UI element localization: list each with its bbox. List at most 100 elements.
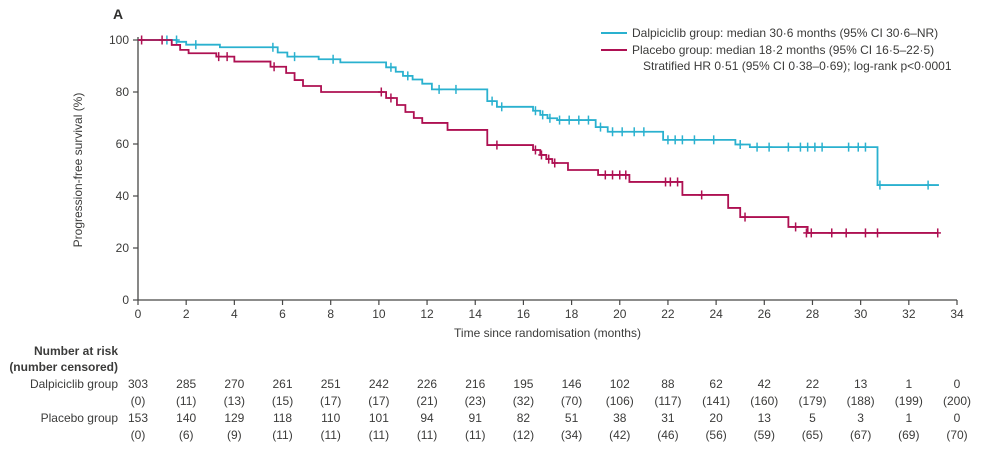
x-axis-title: Time since randomisation (months) <box>454 326 641 340</box>
x-tick-label: 12 <box>420 307 434 321</box>
x-tick-label: 6 <box>279 307 286 321</box>
risk-cell: 195 <box>513 377 534 391</box>
risk-cell: (69) <box>898 428 920 442</box>
risk-cell: (56) <box>705 428 727 442</box>
risk-cell: (59) <box>753 428 775 442</box>
panel-label: A <box>113 6 124 22</box>
risk-cell: 285 <box>176 377 197 391</box>
risk-cell: (67) <box>849 428 872 442</box>
x-tick-label: 24 <box>709 307 723 321</box>
risk-cell: 0 <box>953 377 961 391</box>
risk-row-label-dalpiciclib: Dalpiciclib group <box>29 377 118 391</box>
risk-cell: 129 <box>224 411 245 425</box>
legend-hr-line: Stratified HR 0·51 (95% CI 0·38–0·69); l… <box>643 59 952 73</box>
km-chart-canvas: 0 2 4 6 8 10 12 14 16 18 20 22 24 26 28 30 32 34020406080… <box>71 33 964 340</box>
risk-cell: 5 <box>809 411 816 425</box>
x-tick-label: 2 <box>183 307 190 321</box>
risk-cell: (200) <box>942 394 971 408</box>
risk-cell: (11) <box>320 428 341 442</box>
risk-cell: (11) <box>368 428 390 442</box>
risk-cell: (65) <box>801 428 824 442</box>
y-tick-label: 60 <box>116 137 130 151</box>
x-tick-label: 20 <box>613 307 627 321</box>
risk-cell: 0 <box>953 411 961 425</box>
risk-cell: 270 <box>224 377 245 391</box>
risk-cell: (199) <box>894 394 923 408</box>
y-tick-label: 100 <box>109 33 129 47</box>
risk-cell: 153 <box>127 411 149 425</box>
x-tick-label: 26 <box>758 307 772 321</box>
risk-cell: 1 <box>905 377 913 391</box>
risk-cell: (17) <box>320 394 342 408</box>
y-tick-label: 0 <box>122 293 129 307</box>
risk-cell: (117) <box>654 394 682 408</box>
risk-cell: 91 <box>468 411 482 425</box>
risk-table-header-1: Number at risk <box>33 344 118 358</box>
risk-cell: 146 <box>561 377 582 391</box>
x-tick-label: 32 <box>902 307 916 321</box>
x-tick-label: 22 <box>661 307 675 321</box>
risk-table-header-2: (number censored) <box>9 360 118 374</box>
x-tick-label: 28 <box>806 307 820 321</box>
dalpiciclib-line-swatch <box>601 32 627 35</box>
risk-cell: (70) <box>946 428 968 442</box>
y-tick-label: 20 <box>116 241 130 255</box>
censor-marks-placebo <box>138 35 941 238</box>
risk-cell: 118 <box>272 411 293 425</box>
risk-cell: (34) <box>560 428 583 442</box>
legend-item-dalpiciclib: Dalpiciclib group: median 30·6 months (9… <box>601 25 952 42</box>
legend-placebo-label: Placebo group: median 18·2 months (95% C… <box>632 42 935 57</box>
legend-item-placebo: Placebo group: median 18·2 months (95% C… <box>601 42 952 59</box>
risk-cell: (9) <box>227 428 242 442</box>
risk-cell: 226 <box>417 377 438 391</box>
x-tick-label: 4 <box>231 307 238 321</box>
risk-cell: 3 <box>857 411 864 425</box>
risk-cell: (179) <box>798 394 827 408</box>
risk-cell: (32) <box>512 394 535 408</box>
x-tick-label: 34 <box>950 307 964 321</box>
risk-cell: 88 <box>661 377 675 391</box>
risk-cell: (12) <box>512 428 535 442</box>
risk-cell: 42 <box>757 377 771 391</box>
x-tick-label: 8 <box>327 307 334 321</box>
risk-cell: 102 <box>609 377 630 391</box>
km-curve-placebo <box>138 39 938 234</box>
x-tick-label: 18 <box>565 307 579 321</box>
risk-cell: (11) <box>465 428 486 442</box>
risk-cell: 62 <box>709 377 723 391</box>
x-tick-label: 10 <box>372 307 386 321</box>
legend-dalpiciclib-label: Dalpiciclib group: median 30·6 months (9… <box>632 26 939 40</box>
risk-cell: (15) <box>271 394 294 408</box>
risk-cell: 22 <box>805 377 820 391</box>
risk-cell: (0) <box>130 394 146 408</box>
censor-marks-dalpiciclib <box>163 35 932 190</box>
x-tick-label: 16 <box>517 307 531 321</box>
risk-cell: (160) <box>750 394 779 408</box>
risk-cell: 94 <box>420 411 434 425</box>
risk-cell: (11) <box>416 428 438 442</box>
risk-cell: (188) <box>846 394 875 408</box>
y-tick-label: 40 <box>116 189 130 203</box>
y-tick-label: 80 <box>116 85 130 99</box>
x-tick-label: 14 <box>469 307 483 321</box>
risk-cell: (70) <box>560 394 583 408</box>
risk-cell: 251 <box>320 377 341 391</box>
risk-cell: 13 <box>853 377 868 391</box>
risk-cell: 303 <box>127 377 149 391</box>
risk-cell: (106) <box>605 394 634 408</box>
y-axis-title: Progression-free survival (%) <box>71 93 85 248</box>
risk-cell: (141) <box>702 394 731 408</box>
x-tick-label: 30 <box>854 307 868 321</box>
legend: Dalpiciclib group: median 30·6 months (9… <box>601 25 952 75</box>
risk-cell: (42) <box>609 428 631 442</box>
risk-cell: (6) <box>178 428 194 442</box>
x-tick-label: 0 <box>135 307 142 321</box>
risk-cell: (17) <box>368 394 390 408</box>
risk-cell: (0) <box>130 428 146 442</box>
risk-cell: 110 <box>321 411 341 425</box>
risk-cell: 20 <box>709 411 723 425</box>
placebo-line-swatch <box>601 48 627 51</box>
risk-cell: (13) <box>223 394 246 408</box>
risk-cell: 82 <box>516 411 531 425</box>
